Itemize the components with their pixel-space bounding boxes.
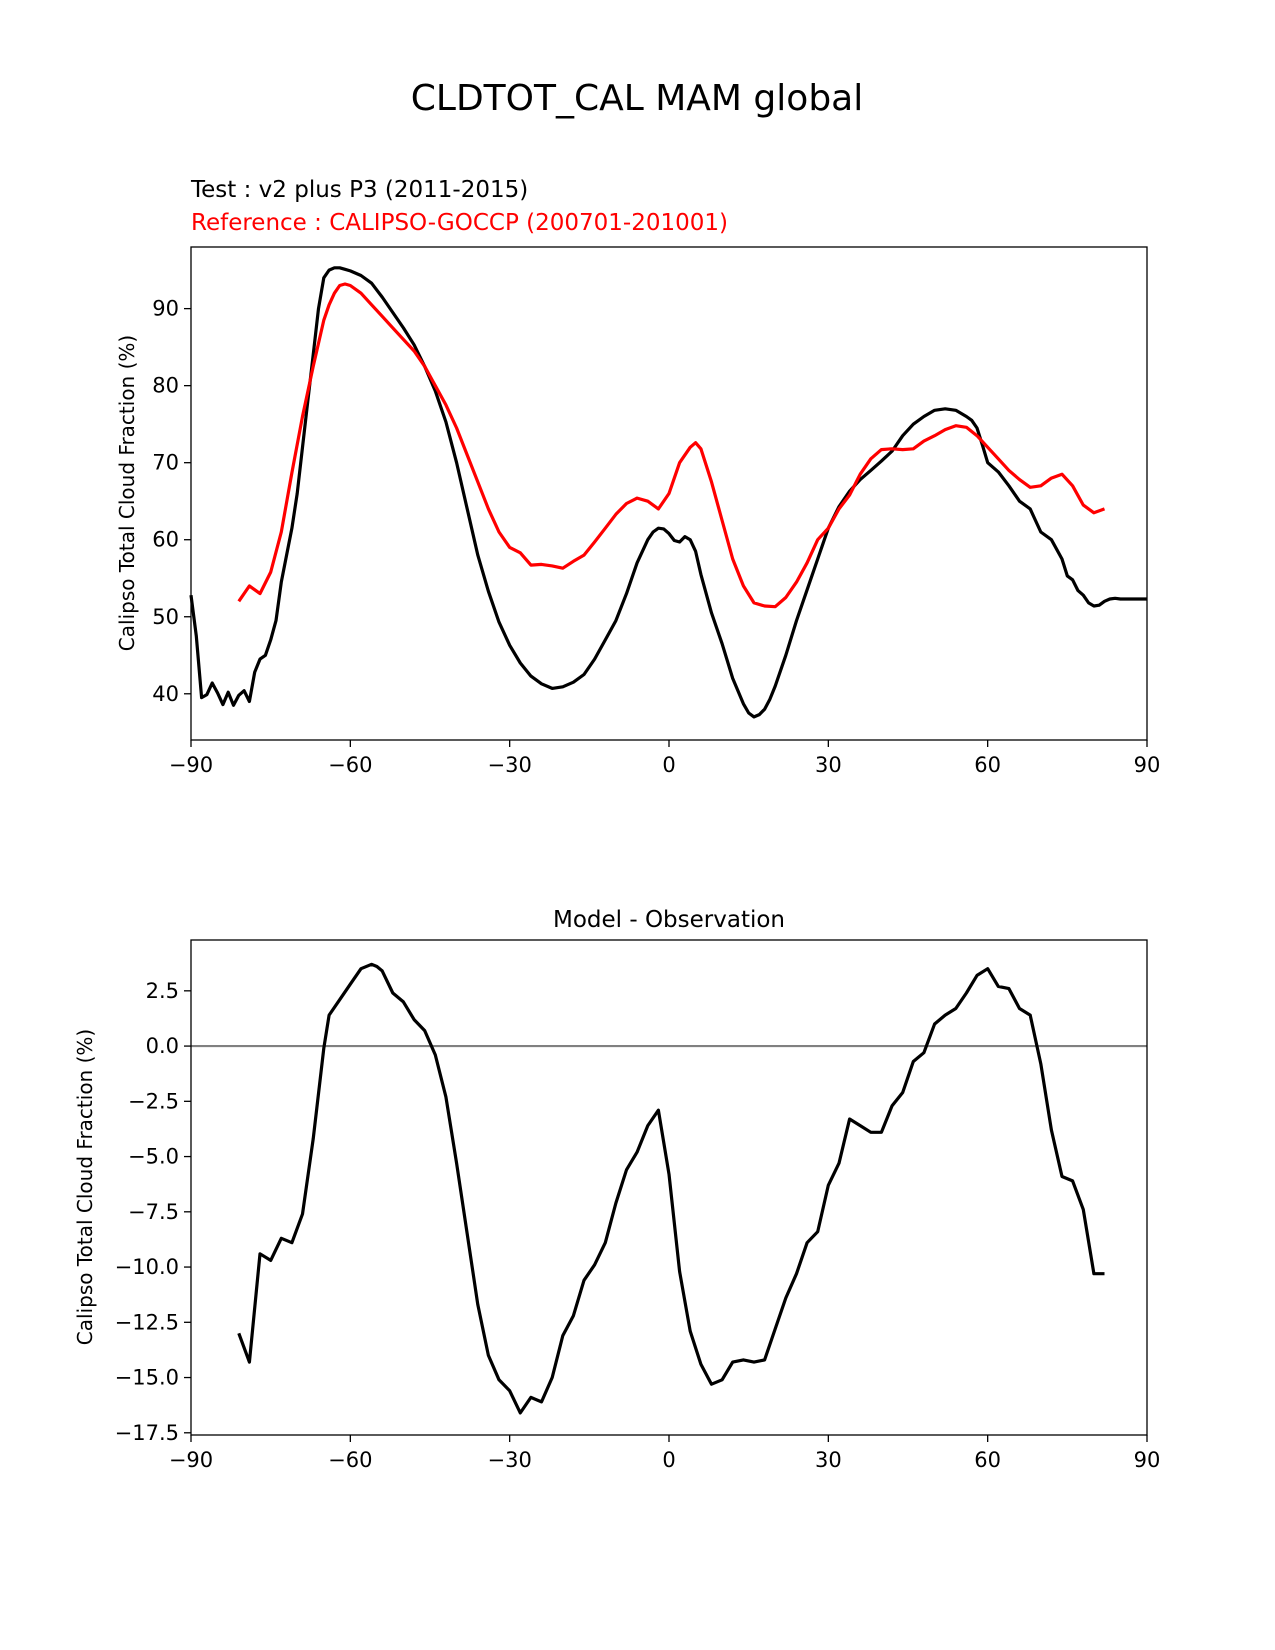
top-x-tick-label: −60	[328, 753, 372, 777]
bottom-chart: Model - Observation −90 −60 −30 0 30 60 90 2.5 0…	[73, 907, 1160, 1472]
top-series-line-0	[189, 266, 1147, 719]
top-chart: Test : v2 plus P3 (2011-2015) Reference …	[115, 177, 1160, 777]
top-y-tick-label: 50	[152, 605, 179, 629]
test-label: Test : v2 plus P3 (2011-2015)	[190, 177, 528, 203]
top-x-tick-label: 90	[1134, 753, 1161, 777]
bottom-y-tick-label: −7.5	[128, 1200, 179, 1224]
bottom-x-tick-label: 60	[974, 1448, 1001, 1472]
top-y-tick-label: 40	[152, 682, 179, 706]
bottom-y-axis-label: Calipso Total Cloud Fraction (%)	[73, 1029, 97, 1345]
top-series-line-1	[237, 282, 1106, 609]
top-x-tick-label: −90	[169, 753, 213, 777]
bottom-y-tick-label: −17.5	[115, 1421, 179, 1445]
bottom-plot-lines	[191, 962, 1147, 1415]
bottom-axis-ticks: −90 −60 −30 0 30 60 90 2.5 0.0 −2.5 −5.0 −7.5 −10.0 −…	[115, 979, 1161, 1472]
bottom-x-tick-label: −60	[328, 1448, 372, 1472]
top-y-axis-label: Calipso Total Cloud Fraction (%)	[115, 335, 139, 651]
bottom-y-tick-label: −5.0	[128, 1145, 179, 1169]
top-y-tick-label: 80	[152, 374, 179, 398]
top-plot-lines	[189, 266, 1147, 719]
bottom-y-tick-label: −15.0	[115, 1366, 179, 1390]
top-x-tick-label: −30	[488, 753, 532, 777]
bottom-y-tick-label: −10.0	[115, 1255, 179, 1279]
bottom-series-line-0	[237, 962, 1105, 1415]
top-y-tick-label: 90	[152, 297, 179, 321]
top-x-tick-label: 60	[974, 753, 1001, 777]
top-y-tick-label: 60	[152, 528, 179, 552]
top-plot-frame	[190, 246, 1148, 741]
difference-title: Model - Observation	[553, 907, 785, 933]
bottom-x-tick-label: 30	[815, 1448, 842, 1472]
figure-title: CLDTOT_CAL MAM global	[411, 78, 863, 119]
bottom-y-tick-label: 2.5	[146, 979, 179, 1003]
bottom-y-tick-label: −12.5	[115, 1310, 179, 1334]
bottom-x-tick-label: −30	[488, 1448, 532, 1472]
top-x-tick-label: 30	[815, 753, 842, 777]
reference-label: Reference : CALIPSO-GOCCP (200701-201001…	[191, 210, 728, 236]
bottom-x-tick-label: −90	[169, 1448, 213, 1472]
bottom-plot-frame	[190, 939, 1148, 1436]
top-x-tick-label: 0	[662, 753, 675, 777]
top-axis-ticks: −90 −60 −30 0 30 60 90 40 50 60 70 80 90	[152, 297, 1160, 777]
bottom-y-tick-label: −2.5	[128, 1089, 179, 1113]
bottom-x-tick-label: 0	[662, 1448, 675, 1472]
bottom-x-tick-label: 90	[1134, 1448, 1161, 1472]
top-y-tick-label: 70	[152, 451, 179, 475]
bottom-y-tick-label: 0.0	[146, 1034, 179, 1058]
